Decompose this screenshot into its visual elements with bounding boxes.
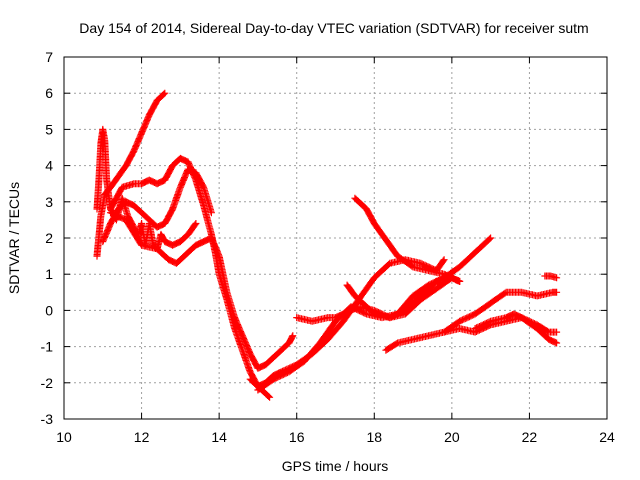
y-tick-label: 1: [45, 266, 53, 282]
x-tick-label: 18: [366, 429, 382, 445]
series-arc-6: [246, 256, 448, 390]
y-tick-label: -2: [41, 375, 54, 391]
data-point-markers: [471, 310, 561, 347]
series-arc-14: [541, 272, 561, 282]
x-tick-label: 14: [211, 429, 227, 445]
series-arc-5: [107, 209, 297, 372]
x-tick-label: 16: [289, 429, 305, 445]
series-arc-10: [351, 194, 464, 285]
x-axis-ticks: 10 12 14 16 18 20 22 24: [56, 57, 615, 445]
data-point-markers: [99, 165, 215, 246]
x-axis-label: GPS time / hours: [282, 458, 389, 474]
x-tick-label: 24: [599, 429, 615, 445]
data-point-markers: [93, 89, 169, 260]
data-point-markers: [351, 194, 464, 285]
y-tick-label: 5: [45, 121, 53, 137]
series-arc-9: [343, 274, 464, 322]
data-point-markers: [343, 274, 464, 322]
y-axis-ticks: -3 -2 -1 0 1 2 3 4 5 6 7: [41, 49, 607, 427]
data-point-markers: [107, 209, 297, 372]
y-tick-label: 6: [45, 85, 53, 101]
chart-title: Day 154 of 2014, Sidereal Day-to-day VTE…: [79, 20, 588, 36]
y-tick-label: 7: [45, 49, 53, 65]
y-tick-label: 2: [45, 230, 53, 246]
series-arc-13: [471, 310, 561, 347]
data-points: [93, 89, 561, 401]
y-axis-label: SDTVAR / TECUs: [6, 182, 22, 294]
x-tick-label: 10: [56, 429, 72, 445]
x-tick-label: 20: [444, 429, 460, 445]
data-point-markers: [246, 256, 448, 390]
series-arc-3: [107, 154, 274, 401]
data-point-markers: [541, 272, 561, 282]
y-tick-label: -3: [41, 411, 54, 427]
series-arc-1: [93, 89, 169, 260]
x-tick-label: 12: [134, 429, 150, 445]
x-tick-label: 22: [522, 429, 538, 445]
y-tick-label: 0: [45, 302, 53, 318]
data-point-markers: [107, 154, 274, 401]
y-tick-label: 4: [45, 158, 53, 174]
y-tick-label: 3: [45, 194, 53, 210]
series-arc-4: [99, 165, 215, 246]
y-tick-label: -1: [41, 339, 54, 355]
